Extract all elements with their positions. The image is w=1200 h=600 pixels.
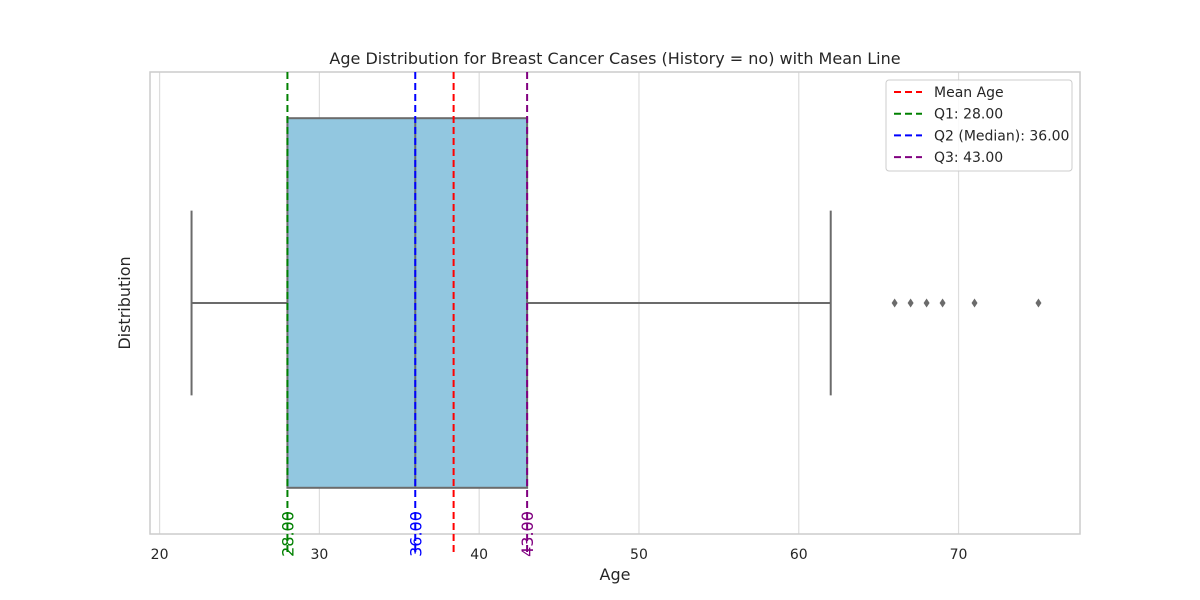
legend-entry: Mean Age [934, 85, 1004, 101]
outlier-point [939, 298, 946, 308]
x-tick-label: 70 [950, 547, 968, 563]
legend-entry: Q1: 28.00 [934, 107, 1003, 123]
x-tick-label: 30 [310, 547, 328, 563]
outlier-point [907, 298, 914, 308]
outlier-point [971, 298, 978, 308]
ref-label-q3: 43.00 [518, 511, 537, 557]
outlier-point [891, 298, 898, 308]
y-axis-label: Distribution [115, 256, 134, 349]
legend-box [885, 79, 1073, 172]
reference-lines: 28.00 36.00 43.00 [278, 72, 537, 557]
legend-entry: Q3: 43.00 [934, 150, 1003, 166]
ref-label-q2: 36.00 [406, 511, 425, 557]
iqr-box [286, 117, 529, 489]
outlier-point [923, 298, 930, 308]
x-axis-ticks: 20 30 40 50 60 70 [151, 547, 968, 563]
ref-label-q1: 28.00 [278, 511, 297, 557]
x-tick-label: 40 [470, 547, 488, 563]
x-tick-label: 20 [151, 547, 169, 563]
outlier-point [1035, 298, 1042, 308]
x-tick-label: 60 [790, 547, 808, 563]
x-axis-label: Age [600, 565, 631, 584]
plot-frame [149, 71, 1081, 535]
legend-entry: Q2 (Median): 36.00 [934, 128, 1069, 144]
legend: Mean Age Q1: 28.00 Q2 (Median): 36.00 Q3: 4… [885, 79, 1073, 172]
box-layer [190, 117, 1042, 489]
chart-title: Age Distribution for Breast Cancer Cases… [329, 49, 900, 68]
x-tick-label: 50 [630, 547, 648, 563]
